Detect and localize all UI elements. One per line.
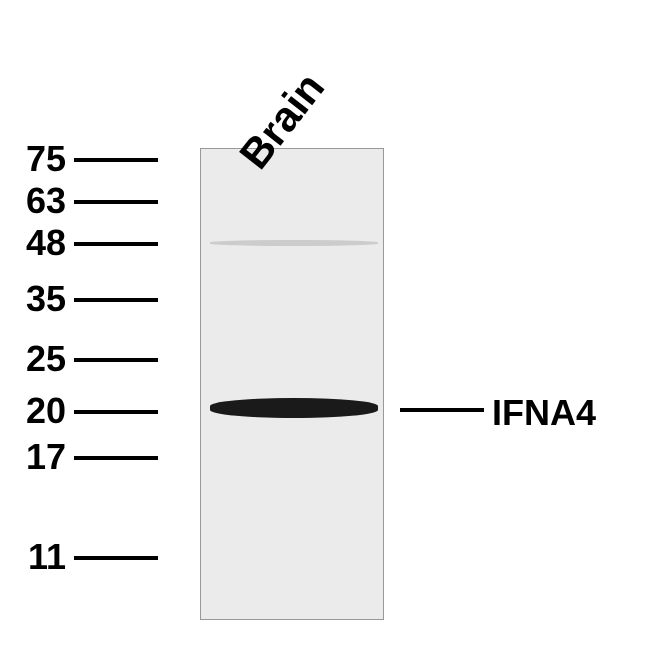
ladder-label-35: 35: [10, 278, 66, 320]
ladder-label-11: 11: [10, 536, 66, 578]
ladder-tick-20: [74, 410, 158, 414]
western-blot-figure: 75 63 48 35 25 20 17 11 Brain IFNA4: [0, 0, 650, 659]
ladder-label-25: 25: [10, 338, 66, 380]
ladder-tick-48: [74, 242, 158, 246]
ifna4-label: IFNA4: [492, 392, 596, 434]
ladder-label-20: 20: [10, 390, 66, 432]
ifna4-tick: [400, 408, 484, 412]
ladder-tick-25: [74, 358, 158, 362]
ladder-tick-11: [74, 556, 158, 560]
ladder-label-63: 63: [10, 180, 66, 222]
ladder-tick-17: [74, 456, 158, 460]
ladder-label-75: 75: [10, 138, 66, 180]
ladder-tick-35: [74, 298, 158, 302]
ladder-tick-63: [74, 200, 158, 204]
blot-lane: [200, 148, 384, 620]
ladder-tick-75: [74, 158, 158, 162]
ladder-label-48: 48: [10, 222, 66, 264]
ladder-label-17: 17: [10, 436, 66, 478]
faint-band-high: [210, 240, 378, 246]
ifna4-band: [210, 398, 378, 418]
